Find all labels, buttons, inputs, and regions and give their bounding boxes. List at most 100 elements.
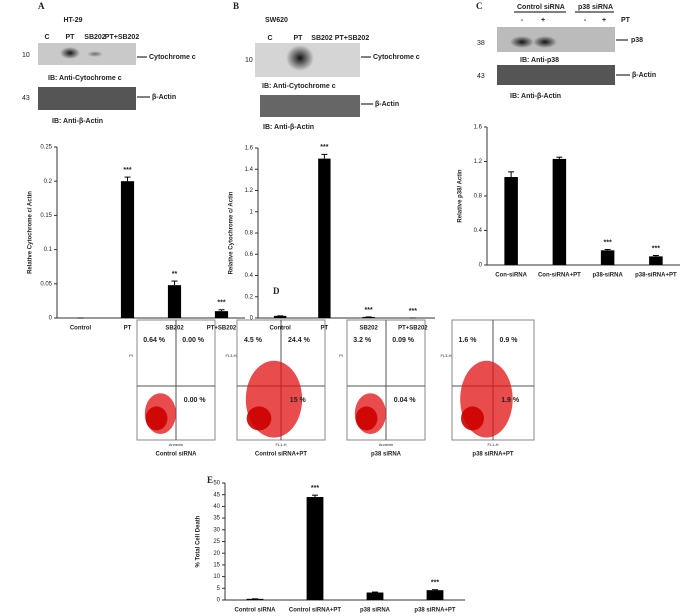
significance: *** xyxy=(431,580,439,587)
mw-marker: 10 xyxy=(22,52,30,59)
y-tick-label: 1.2 xyxy=(245,188,254,194)
band xyxy=(87,51,103,57)
bar xyxy=(120,181,135,318)
significance: *** xyxy=(409,308,417,315)
lane-label: + xyxy=(602,17,606,24)
y-tick-label: 25 xyxy=(213,539,220,545)
loading-label: β-Actin xyxy=(632,72,656,79)
y-tick-label: 30 xyxy=(213,527,220,533)
significance: *** xyxy=(320,144,328,151)
lane-label: PT xyxy=(66,34,76,41)
plot-caption: p38 siRNA+PT xyxy=(472,452,514,458)
group-label: Control siRNA xyxy=(517,4,565,11)
y-tick-label: 0.4 xyxy=(245,273,254,279)
bar xyxy=(214,311,229,318)
band xyxy=(286,45,314,71)
x-axis-label: Annexin xyxy=(379,442,393,447)
mw-marker: 10 xyxy=(245,57,253,64)
bar xyxy=(649,256,663,265)
y-tick-label: 10 xyxy=(213,574,220,580)
lane-label: PT+SB202 xyxy=(335,35,370,42)
quadrant-value: 1.6 % xyxy=(459,337,478,344)
lane-label: + xyxy=(541,17,545,24)
x-tick-label: Control xyxy=(269,326,291,332)
blot-a: A HT-29 C PT SB202 PT+SB202 10 Cytochrom… xyxy=(22,1,196,125)
y-axis-label: PI xyxy=(339,353,343,358)
significance: ** xyxy=(172,271,178,278)
plot-caption: p38 siRNA xyxy=(371,452,402,458)
band xyxy=(510,36,534,48)
x-tick-label: SB202 xyxy=(165,326,184,332)
ib-label: IB: Anti-Cytochrome c xyxy=(262,83,336,90)
significance: *** xyxy=(217,300,225,307)
x-tick-label: PT+SB202 xyxy=(398,326,428,332)
y-axis-label: FL3-H xyxy=(225,353,236,358)
significance: *** xyxy=(123,167,131,174)
x-tick-label: PT xyxy=(124,326,132,332)
panel-label: C xyxy=(476,1,483,11)
y-tick-label: 0.4 xyxy=(474,228,483,234)
lane-label: SB202 xyxy=(311,35,333,42)
quadrant-value: 0.00 % xyxy=(182,337,205,344)
significance: *** xyxy=(365,307,373,314)
treatment-label: PT xyxy=(621,17,631,24)
lane-label: PT+SB202 xyxy=(105,34,140,41)
bar xyxy=(306,497,324,600)
ib-label: IB: Anti-β-Actin xyxy=(510,93,561,100)
ib-label: IB: Anti-Cytochrome c xyxy=(48,75,122,82)
significance: *** xyxy=(652,245,660,252)
quadrant-value: 24.4 % xyxy=(288,337,311,344)
blot-image xyxy=(38,87,136,110)
quadrant-value: 1.9 % xyxy=(501,397,520,404)
y-axis-label: FL3-H xyxy=(440,353,451,358)
significance: *** xyxy=(604,239,612,246)
cell-line: HT-29 xyxy=(63,17,82,24)
ib-label: IB: Anti-p38 xyxy=(520,57,559,64)
plot-caption: Control siRNA xyxy=(156,452,198,458)
panel-label: A xyxy=(38,1,45,11)
y-axis-label: Relative p38/ Actin xyxy=(458,169,464,222)
event-cloud xyxy=(355,406,378,431)
band xyxy=(60,47,80,59)
y-axis-label: Relative Cytochrome c/ Actin xyxy=(28,191,34,274)
event-cloud xyxy=(145,406,168,431)
target-label: Cytochrome c xyxy=(373,54,420,61)
x-tick-label: p38-siRNA+PT xyxy=(635,273,677,279)
x-axis-label: FL1-H xyxy=(275,442,286,447)
y-tick-label: 20 xyxy=(213,551,220,557)
lane-label: PT xyxy=(294,35,304,42)
mw-marker: 43 xyxy=(22,95,30,102)
lane-label: - xyxy=(521,17,524,24)
bar xyxy=(552,158,567,265)
x-tick-label: p38-siRNA xyxy=(592,273,623,279)
y-tick-label: 0.25 xyxy=(40,145,52,151)
cell-line: SW620 xyxy=(265,17,288,24)
quadrant-value: 0.9 % xyxy=(500,337,519,344)
lane-label: C xyxy=(44,34,49,41)
y-tick-label: 1.6 xyxy=(474,125,483,131)
y-tick-label: 35 xyxy=(213,516,220,522)
blot-image xyxy=(260,95,360,117)
y-tick-label: 0 xyxy=(217,598,221,604)
panel-label: E xyxy=(207,475,213,485)
quadrant-value: 3.2 % xyxy=(353,337,372,344)
quadrant-value: 15 % xyxy=(290,397,307,404)
x-tick-label: p38 siRNA xyxy=(360,608,391,614)
mw-marker: 43 xyxy=(477,73,485,80)
x-tick-label: Con-siRNA+PT xyxy=(538,273,581,279)
y-tick-label: 0.15 xyxy=(40,213,52,219)
bar xyxy=(600,250,615,265)
y-tick-label: 0.8 xyxy=(245,231,254,237)
y-tick-label: 5 xyxy=(217,586,221,592)
lane-label: SB202 xyxy=(84,34,106,41)
quadrant-value: 0.09 % xyxy=(392,337,415,344)
y-tick-label: 0 xyxy=(250,316,254,322)
y-tick-label: 0.2 xyxy=(245,294,254,300)
quadrant-value: 0.64 % xyxy=(143,337,166,344)
x-tick-label: p38 siRNA+PT xyxy=(414,608,456,614)
ib-label: IB: Anti-β-Actin xyxy=(52,118,103,125)
x-tick-label: Con-siRNA xyxy=(495,273,527,279)
x-tick-label: Control xyxy=(70,326,92,332)
x-tick-label: PT xyxy=(321,326,329,332)
